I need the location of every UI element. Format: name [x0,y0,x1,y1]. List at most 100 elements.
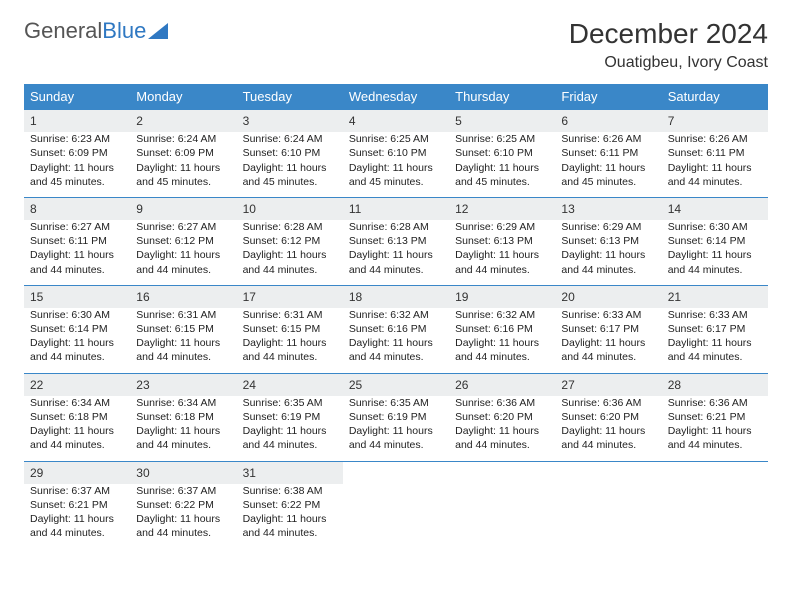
sunrise-line: Sunrise: 6:36 AM [561,396,655,410]
logo-text-2: Blue [102,18,146,44]
day-number [449,461,555,484]
day-number: 1 [24,110,130,133]
sunrise-line: Sunrise: 6:28 AM [349,220,443,234]
day-number: 11 [343,197,449,220]
day-number: 2 [130,110,236,133]
day-cell: Sunrise: 6:36 AMSunset: 6:20 PMDaylight:… [555,396,661,461]
daylight-line: Daylight: 11 hours and 44 minutes. [30,424,124,452]
daylight-line: Daylight: 11 hours and 44 minutes. [455,248,549,276]
day-cell: Sunrise: 6:32 AMSunset: 6:16 PMDaylight:… [343,308,449,373]
sunset-line: Sunset: 6:10 PM [243,146,337,160]
sunrise-line: Sunrise: 6:33 AM [561,308,655,322]
sunrise-line: Sunrise: 6:37 AM [30,484,124,498]
day-number: 13 [555,197,661,220]
day-cell: Sunrise: 6:28 AMSunset: 6:12 PMDaylight:… [237,220,343,285]
sunrise-line: Sunrise: 6:23 AM [30,132,124,146]
sunrise-line: Sunrise: 6:33 AM [668,308,762,322]
day-cell: Sunrise: 6:25 AMSunset: 6:10 PMDaylight:… [449,132,555,197]
sunset-line: Sunset: 6:16 PM [349,322,443,336]
sunrise-line: Sunrise: 6:35 AM [243,396,337,410]
day-number: 9 [130,197,236,220]
sunrise-line: Sunrise: 6:29 AM [455,220,549,234]
sunset-line: Sunset: 6:18 PM [136,410,230,424]
day-detail-row: Sunrise: 6:27 AMSunset: 6:11 PMDaylight:… [24,220,768,285]
day-number: 17 [237,285,343,308]
day-number: 5 [449,110,555,133]
day-cell: Sunrise: 6:31 AMSunset: 6:15 PMDaylight:… [130,308,236,373]
day-cell: Sunrise: 6:38 AMSunset: 6:22 PMDaylight:… [237,484,343,549]
daylight-line: Daylight: 11 hours and 44 minutes. [243,336,337,364]
sunset-line: Sunset: 6:12 PM [243,234,337,248]
daylight-line: Daylight: 11 hours and 44 minutes. [455,336,549,364]
sunset-line: Sunset: 6:22 PM [136,498,230,512]
day-cell: Sunrise: 6:37 AMSunset: 6:22 PMDaylight:… [130,484,236,549]
sunrise-line: Sunrise: 6:24 AM [136,132,230,146]
day-number: 31 [237,461,343,484]
daylight-line: Daylight: 11 hours and 44 minutes. [349,336,443,364]
sunrise-line: Sunrise: 6:35 AM [349,396,443,410]
sunset-line: Sunset: 6:11 PM [30,234,124,248]
sunrise-line: Sunrise: 6:24 AM [243,132,337,146]
sunrise-line: Sunrise: 6:27 AM [136,220,230,234]
sunset-line: Sunset: 6:16 PM [455,322,549,336]
header: GeneralBlue December 2024 Ouatigbeu, Ivo… [24,18,768,72]
weekday-header: Wednesday [343,84,449,110]
daylight-line: Daylight: 11 hours and 44 minutes. [349,424,443,452]
sunset-line: Sunset: 6:20 PM [561,410,655,424]
daylight-line: Daylight: 11 hours and 44 minutes. [136,512,230,540]
sunrise-line: Sunrise: 6:38 AM [243,484,337,498]
sunset-line: Sunset: 6:10 PM [455,146,549,160]
sunrise-line: Sunrise: 6:34 AM [136,396,230,410]
logo-text-1: General [24,18,102,44]
day-number: 30 [130,461,236,484]
sunrise-line: Sunrise: 6:34 AM [30,396,124,410]
sunset-line: Sunset: 6:14 PM [668,234,762,248]
month-title: December 2024 [569,18,768,50]
daylight-line: Daylight: 11 hours and 44 minutes. [668,336,762,364]
day-cell: Sunrise: 6:27 AMSunset: 6:11 PMDaylight:… [24,220,130,285]
sunset-line: Sunset: 6:14 PM [30,322,124,336]
daylight-line: Daylight: 11 hours and 45 minutes. [136,161,230,189]
daylight-line: Daylight: 11 hours and 44 minutes. [668,248,762,276]
sunrise-line: Sunrise: 6:27 AM [30,220,124,234]
day-number [555,461,661,484]
daylight-line: Daylight: 11 hours and 44 minutes. [243,248,337,276]
daylight-line: Daylight: 11 hours and 44 minutes. [668,424,762,452]
sunset-line: Sunset: 6:13 PM [349,234,443,248]
day-cell [662,484,768,549]
title-block: December 2024 Ouatigbeu, Ivory Coast [569,18,768,72]
weekday-header: Saturday [662,84,768,110]
day-number: 10 [237,197,343,220]
day-cell: Sunrise: 6:28 AMSunset: 6:13 PMDaylight:… [343,220,449,285]
day-number-row: 293031 [24,461,768,484]
day-number: 20 [555,285,661,308]
day-number: 28 [662,373,768,396]
sunrise-line: Sunrise: 6:37 AM [136,484,230,498]
daylight-line: Daylight: 11 hours and 44 minutes. [136,248,230,276]
sunrise-line: Sunrise: 6:25 AM [455,132,549,146]
daylight-line: Daylight: 11 hours and 44 minutes. [243,424,337,452]
day-number: 29 [24,461,130,484]
daylight-line: Daylight: 11 hours and 44 minutes. [455,424,549,452]
daylight-line: Daylight: 11 hours and 44 minutes. [30,336,124,364]
sunset-line: Sunset: 6:10 PM [349,146,443,160]
day-cell: Sunrise: 6:30 AMSunset: 6:14 PMDaylight:… [662,220,768,285]
daylight-line: Daylight: 11 hours and 45 minutes. [243,161,337,189]
day-cell: Sunrise: 6:29 AMSunset: 6:13 PMDaylight:… [555,220,661,285]
day-number: 7 [662,110,768,133]
daylight-line: Daylight: 11 hours and 44 minutes. [561,424,655,452]
day-cell: Sunrise: 6:33 AMSunset: 6:17 PMDaylight:… [662,308,768,373]
day-cell: Sunrise: 6:33 AMSunset: 6:17 PMDaylight:… [555,308,661,373]
day-cell: Sunrise: 6:30 AMSunset: 6:14 PMDaylight:… [24,308,130,373]
day-cell [449,484,555,549]
day-detail-row: Sunrise: 6:34 AMSunset: 6:18 PMDaylight:… [24,396,768,461]
day-cell [555,484,661,549]
day-cell: Sunrise: 6:37 AMSunset: 6:21 PMDaylight:… [24,484,130,549]
day-number: 22 [24,373,130,396]
day-cell: Sunrise: 6:29 AMSunset: 6:13 PMDaylight:… [449,220,555,285]
daylight-line: Daylight: 11 hours and 44 minutes. [243,512,337,540]
sunrise-line: Sunrise: 6:32 AM [455,308,549,322]
daylight-line: Daylight: 11 hours and 44 minutes. [561,248,655,276]
sunrise-line: Sunrise: 6:36 AM [668,396,762,410]
day-number: 15 [24,285,130,308]
